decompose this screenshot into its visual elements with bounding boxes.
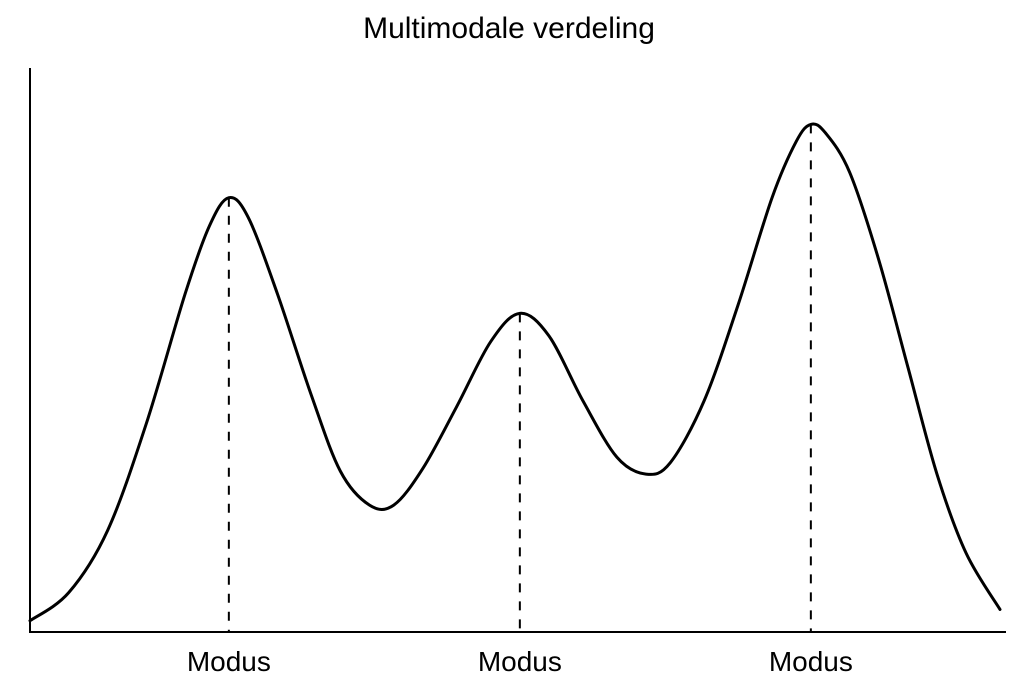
chart-container: Multimodale verdeling Modus Modus Modus <box>0 0 1018 692</box>
mode-label: Modus <box>187 646 271 678</box>
mode-label: Modus <box>478 646 562 678</box>
chart-svg <box>0 0 1018 692</box>
chart-title: Multimodale verdeling <box>0 12 1018 46</box>
mode-label: Modus <box>769 646 853 678</box>
